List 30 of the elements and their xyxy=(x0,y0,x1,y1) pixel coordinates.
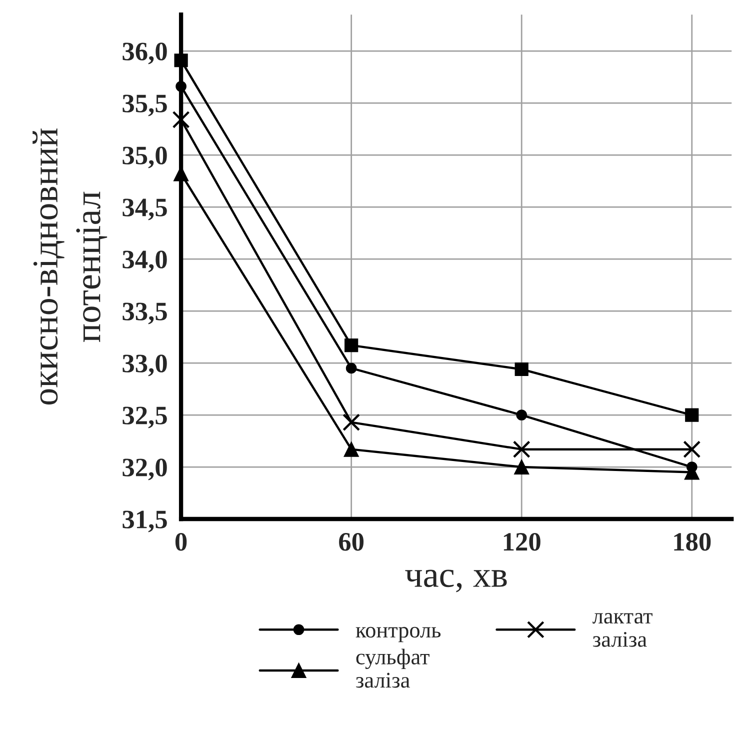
y-tick-label: 35,5 xyxy=(122,94,167,116)
point xyxy=(685,408,699,422)
y-axis-title: окисно-відновний потенціал xyxy=(32,128,108,405)
point xyxy=(514,460,530,475)
point xyxy=(172,110,190,128)
y-tick-label: 32,5 xyxy=(122,406,167,428)
y-tick-label: 34,0 xyxy=(122,250,167,272)
y-tick-label: 33,5 xyxy=(122,302,167,324)
x-tick-label: 60 xyxy=(339,532,364,551)
legend-label: контроль xyxy=(356,626,441,642)
point xyxy=(516,410,528,420)
point xyxy=(512,440,530,458)
y-tick-label: 36,0 xyxy=(122,42,167,64)
y-tick-label: 35,0 xyxy=(122,146,167,168)
x-axis-title: час, хв xyxy=(405,570,507,592)
x-tick-label: 120 xyxy=(504,532,540,551)
point xyxy=(344,338,358,352)
point xyxy=(344,442,359,457)
point xyxy=(683,440,701,458)
y-tick-label: 34,5 xyxy=(122,198,167,220)
y-tick-label: 31,5 xyxy=(122,510,167,532)
point xyxy=(514,362,528,376)
legend-label: лактат заліза xyxy=(592,612,652,647)
legend-label: сульфат заліза xyxy=(356,648,430,688)
x-tick-label: 0 xyxy=(175,532,187,551)
point xyxy=(342,414,360,432)
y-tick-label: 33,0 xyxy=(122,354,167,376)
point xyxy=(346,362,357,374)
x-tick-label: 180 xyxy=(674,532,711,551)
y-tick-label: 32,0 xyxy=(122,458,167,480)
